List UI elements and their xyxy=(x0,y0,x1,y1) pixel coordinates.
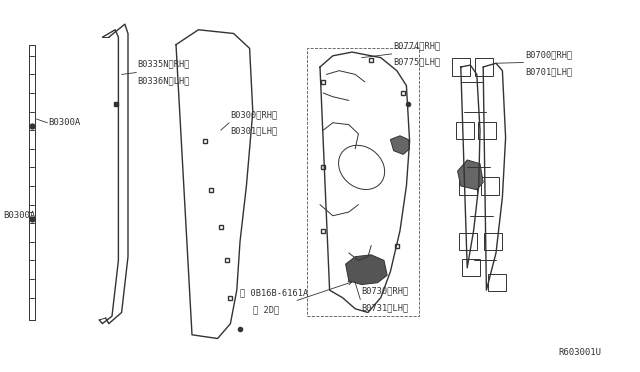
Text: Ⓑ 0B16B-6161A: Ⓑ 0B16B-6161A xyxy=(240,289,308,298)
Text: B0775〈LH〉: B0775〈LH〉 xyxy=(394,58,441,67)
Text: B0730〈RH〉: B0730〈RH〉 xyxy=(362,287,409,296)
Text: B0731〈LH〉: B0731〈LH〉 xyxy=(362,303,409,312)
Text: B0701〈LH〉: B0701〈LH〉 xyxy=(525,67,572,76)
Text: B0700〈RH〉: B0700〈RH〉 xyxy=(525,51,572,60)
Polygon shape xyxy=(390,136,410,154)
Text: R603001U: R603001U xyxy=(559,348,602,357)
Text: B0774〈RH〉: B0774〈RH〉 xyxy=(394,41,441,50)
Polygon shape xyxy=(458,160,483,190)
Text: B0335N〈RH〉: B0335N〈RH〉 xyxy=(138,60,190,69)
Text: B0300〈RH〉: B0300〈RH〉 xyxy=(230,110,278,119)
Polygon shape xyxy=(346,255,387,285)
Text: B0300A: B0300A xyxy=(3,211,35,220)
Text: B0336N〈LH〉: B0336N〈LH〉 xyxy=(138,76,190,85)
Text: B0300A: B0300A xyxy=(48,118,80,127)
Text: 〈 2D〉: 〈 2D〉 xyxy=(253,305,279,314)
Text: B0301〈LH〉: B0301〈LH〉 xyxy=(230,126,278,135)
